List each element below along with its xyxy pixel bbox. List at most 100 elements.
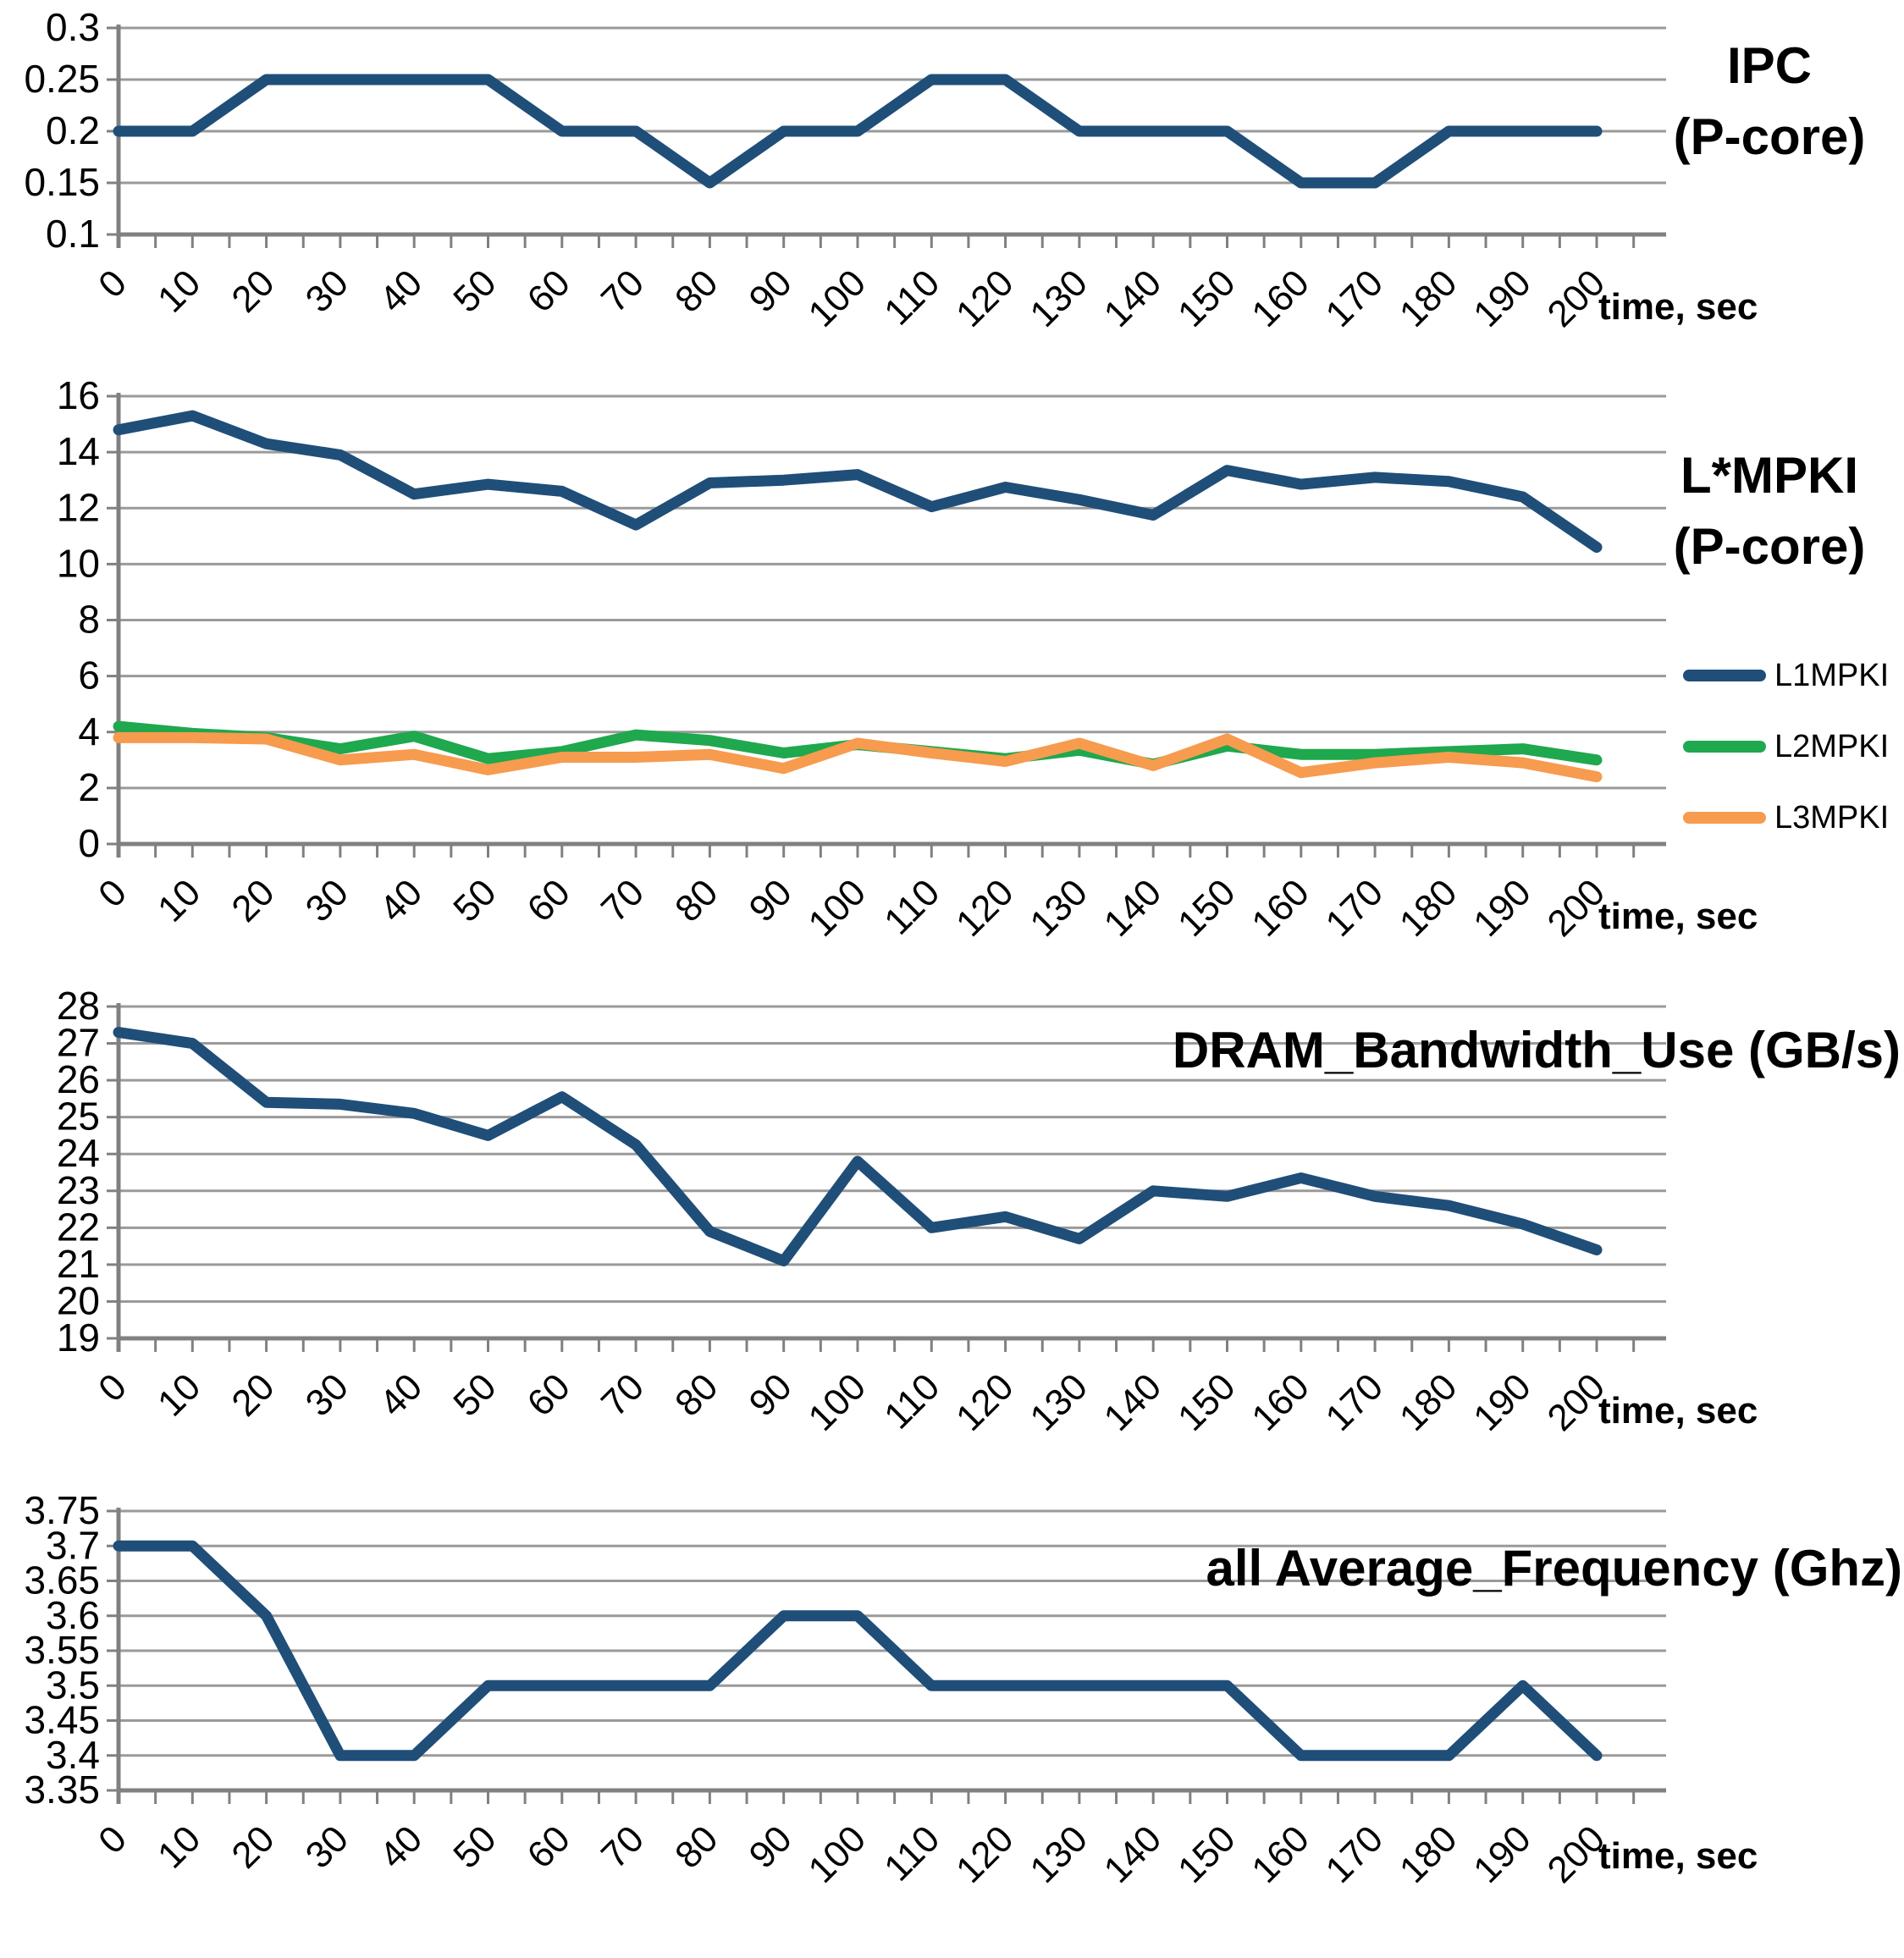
- x-tick-label: 130: [1022, 871, 1095, 945]
- chart-ipc-title-line1: IPC: [1726, 37, 1813, 94]
- mpki-legend: L1MPKI L2MPKI L3MPKI: [1683, 652, 1889, 841]
- x-tick-label: 10: [150, 871, 208, 929]
- x-tick-label: 140: [1096, 1817, 1170, 1891]
- x-tick-label: 120: [948, 262, 1022, 335]
- x-tick-label: 50: [445, 262, 504, 320]
- x-tick-label: 20: [224, 1817, 282, 1876]
- y-tick-label: 3.65: [24, 1558, 100, 1602]
- x-tick-label: 40: [372, 1365, 430, 1424]
- x-tick-label: 150: [1170, 1817, 1244, 1891]
- chart-ipc-title: IPC (P-core): [1592, 30, 1904, 173]
- x-tick-label: 20: [224, 871, 282, 929]
- x-tick-label: 50: [445, 871, 504, 929]
- l1mpki-line-swatch-icon: [1683, 670, 1766, 681]
- y-tick-label: 3.5: [46, 1663, 100, 1707]
- series-line-Average_Frequency: [113, 1540, 1603, 1762]
- x-tick-label: 130: [1022, 1365, 1095, 1439]
- x-tick-label: 0: [91, 871, 135, 915]
- x-tick-label: 50: [445, 1365, 504, 1424]
- x-tick-label: 90: [742, 262, 800, 320]
- y-tick-label: 0.25: [24, 57, 100, 101]
- x-tick-label: 110: [876, 871, 947, 942]
- x-tick-label: 70: [593, 1817, 652, 1876]
- y-tick-label: 3.35: [24, 1768, 100, 1812]
- y-tick-label: 25: [57, 1095, 100, 1139]
- y-tick-label: 3.7: [46, 1523, 100, 1567]
- x-tick-label: 150: [1170, 871, 1244, 945]
- x-tick-label: 10: [150, 1817, 208, 1876]
- x-tick-label: 120: [948, 1365, 1022, 1439]
- chart-dram-title: DRAM_Bandwidth_Use (GB/s): [1172, 1022, 1901, 1078]
- x-tick-label: 40: [372, 871, 430, 929]
- x-tick-label: 110: [876, 1817, 947, 1889]
- x-tick-label: 70: [593, 1365, 652, 1424]
- x-tick-label: 0: [91, 262, 135, 306]
- x-tick-label: 40: [372, 1817, 430, 1876]
- y-tick-label: 24: [57, 1131, 100, 1175]
- x-tick-label: 30: [298, 1817, 356, 1876]
- chart-ipc: 0.30.250.20.150.10 10 20 30 40 50 60 70 80 90 100 1…: [24, 5, 1666, 335]
- x-tick-label: 150: [1170, 262, 1244, 335]
- x-tick-label: 190: [1465, 1817, 1539, 1891]
- x-tick-label: 60: [520, 262, 578, 320]
- x-tick-label: 140: [1096, 1365, 1170, 1439]
- y-tick-label: 4: [78, 709, 100, 753]
- legend-label-l2mpki: L2MPKI: [1774, 728, 1890, 764]
- x-tick-label: 180: [1392, 1365, 1465, 1439]
- y-tick-label: 21: [57, 1242, 100, 1286]
- x-tick-label: 140: [1096, 262, 1170, 335]
- x-tick-label: 100: [801, 1365, 875, 1439]
- y-tick-label: 20: [57, 1278, 100, 1322]
- x-tick-label: 100: [801, 871, 875, 945]
- chart-freq-title: all Average_Frequency (Ghz): [1206, 1540, 1902, 1597]
- y-tick-label: 0: [78, 821, 100, 865]
- x-tick-label: 60: [520, 1817, 578, 1876]
- chart-mpki-title: L*MPKI (P-core): [1592, 440, 1904, 582]
- dram-x-axis-label: time, sec: [1598, 1390, 1758, 1431]
- y-tick-label: 10: [57, 541, 100, 585]
- x-tick-label: 140: [1096, 871, 1170, 945]
- x-tick-label: 100: [801, 262, 875, 335]
- x-tick-label: 110: [876, 1365, 947, 1437]
- legend-item-l1mpki: L1MPKI: [1683, 652, 1889, 699]
- y-tick-label: 28: [57, 984, 100, 1028]
- x-tick-label: 120: [948, 871, 1022, 945]
- x-tick-label: 0: [91, 1817, 135, 1861]
- y-tick-label: 22: [57, 1205, 100, 1249]
- legend-item-l2mpki: L2MPKI: [1683, 723, 1889, 770]
- x-tick-label: 180: [1392, 1817, 1465, 1891]
- x-tick-label: 160: [1244, 1365, 1317, 1439]
- x-tick-label: 40: [372, 262, 430, 320]
- y-tick-label: 3.6: [46, 1593, 100, 1637]
- x-tick-label: 50: [445, 1817, 504, 1876]
- y-tick-label: 3.75: [24, 1488, 100, 1532]
- legend-item-l3mpki: L3MPKI: [1683, 794, 1889, 841]
- y-tick-label: 3.45: [24, 1698, 100, 1742]
- x-tick-label: 30: [298, 871, 356, 929]
- y-tick-label: 19: [57, 1315, 100, 1360]
- y-tick-label: 12: [57, 485, 100, 529]
- y-tick-label: 2: [78, 765, 100, 809]
- y-tick-label: 16: [57, 373, 100, 417]
- mpki-x-axis-label: time, sec: [1598, 896, 1758, 937]
- x-tick-label: 70: [593, 871, 652, 929]
- x-tick-label: 120: [948, 1817, 1022, 1891]
- x-tick-label: 80: [667, 262, 726, 320]
- x-tick-label: 90: [742, 1817, 800, 1876]
- x-tick-label: 10: [150, 262, 208, 320]
- x-tick-label: 60: [520, 871, 578, 929]
- x-tick-label: 80: [667, 871, 726, 929]
- x-tick-label: 70: [593, 262, 652, 320]
- x-tick-label: 160: [1244, 1817, 1317, 1891]
- x-tick-label: 130: [1022, 262, 1095, 335]
- series-line-IPC: [113, 74, 1603, 189]
- x-tick-label: 20: [224, 1365, 282, 1424]
- x-tick-label: 110: [876, 262, 947, 333]
- x-tick-label: 190: [1465, 871, 1539, 945]
- y-tick-label: 0.1: [46, 212, 100, 256]
- x-tick-label: 170: [1318, 1817, 1392, 1891]
- y-tick-label: 3.55: [24, 1628, 100, 1672]
- y-tick-label: 26: [57, 1057, 100, 1101]
